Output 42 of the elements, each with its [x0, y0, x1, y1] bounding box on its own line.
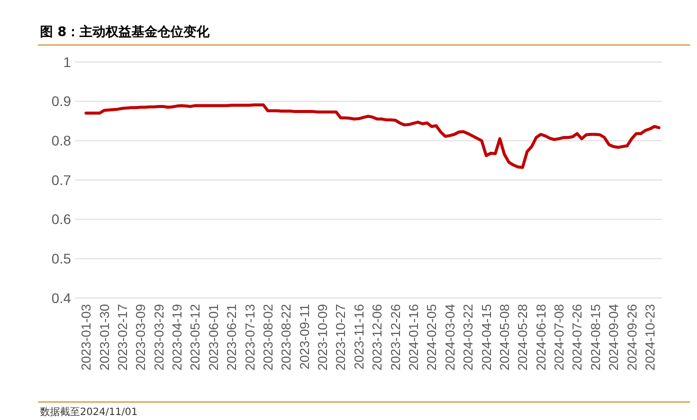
x-tick-label: 2023-03-29 — [151, 304, 166, 370]
x-tick-label: 2024-06-18 — [533, 304, 548, 370]
x-tick-label: 2023-12-26 — [388, 304, 403, 370]
x-tick-label: 2023-07-13 — [242, 304, 258, 370]
x-tick-label: 2023-02-17 — [114, 304, 130, 370]
x-tick-label: 2023-08-22 — [278, 304, 294, 370]
x-tick-label: 2024-07-08 — [552, 304, 566, 370]
x-tick-label: 2024-09-26 — [624, 304, 640, 370]
x-tick-label: 2023-06-01 — [206, 304, 221, 370]
x-tick-label: 2024-05-08 — [496, 304, 512, 370]
x-tick-label: 2024-08-15 — [588, 304, 603, 370]
y-tick-label: 0.5 — [52, 250, 72, 267]
y-tick-label: 1 — [63, 54, 72, 70]
x-tick-label: 2023-09-11 — [296, 304, 312, 370]
x-tick-label: 2024-10-23 — [642, 304, 658, 370]
x-tick-label: 2024-03-04 — [442, 304, 458, 370]
x-tick-label: 2024-04-15 — [478, 304, 494, 370]
y-tick-label: 0.6 — [52, 211, 72, 228]
x-tick-label: 2023-06-21 — [224, 304, 240, 370]
x-tick-label: 2023-05-12 — [188, 304, 203, 370]
x-tick-label: 2023-08-02 — [260, 304, 276, 370]
x-tick-label: 2023-10-27 — [333, 304, 348, 370]
chart-title: 图 8：主动权益基金仓位变化 — [40, 24, 211, 40]
y-tick-label: 0.4 — [52, 290, 72, 306]
x-tick-label: 2023-11-16 — [351, 304, 366, 370]
x-tick-label: 2023-03-09 — [133, 304, 148, 370]
x-tick-label: 2023-12-06 — [370, 304, 385, 370]
y-tick-label: 0.9 — [52, 93, 72, 110]
x-tick-label: 2024-09-04 — [606, 304, 622, 370]
x-tick-label: 2023-04-19 — [170, 304, 184, 370]
text: 数据截至2024/11/01 — [40, 406, 138, 418]
y-tick-label: 0.7 — [52, 172, 72, 188]
x-tick-label: 2024-05-28 — [515, 304, 530, 370]
x-tick-label: 2023-10-09 — [315, 304, 330, 370]
x-tick-label: 2024-02-05 — [424, 304, 440, 370]
x-tick-label: 2024-03-22 — [460, 304, 476, 370]
line-series — [84, 103, 660, 169]
x-tick-label: 2024-01-16 — [406, 304, 421, 370]
y-tick-label: 0.8 — [52, 132, 72, 149]
x-tick-label: 2023-01-03 — [78, 304, 94, 370]
x-tick-label: 2024-07-26 — [570, 304, 585, 370]
x-tick-label: 2023-01-30 — [96, 304, 112, 370]
